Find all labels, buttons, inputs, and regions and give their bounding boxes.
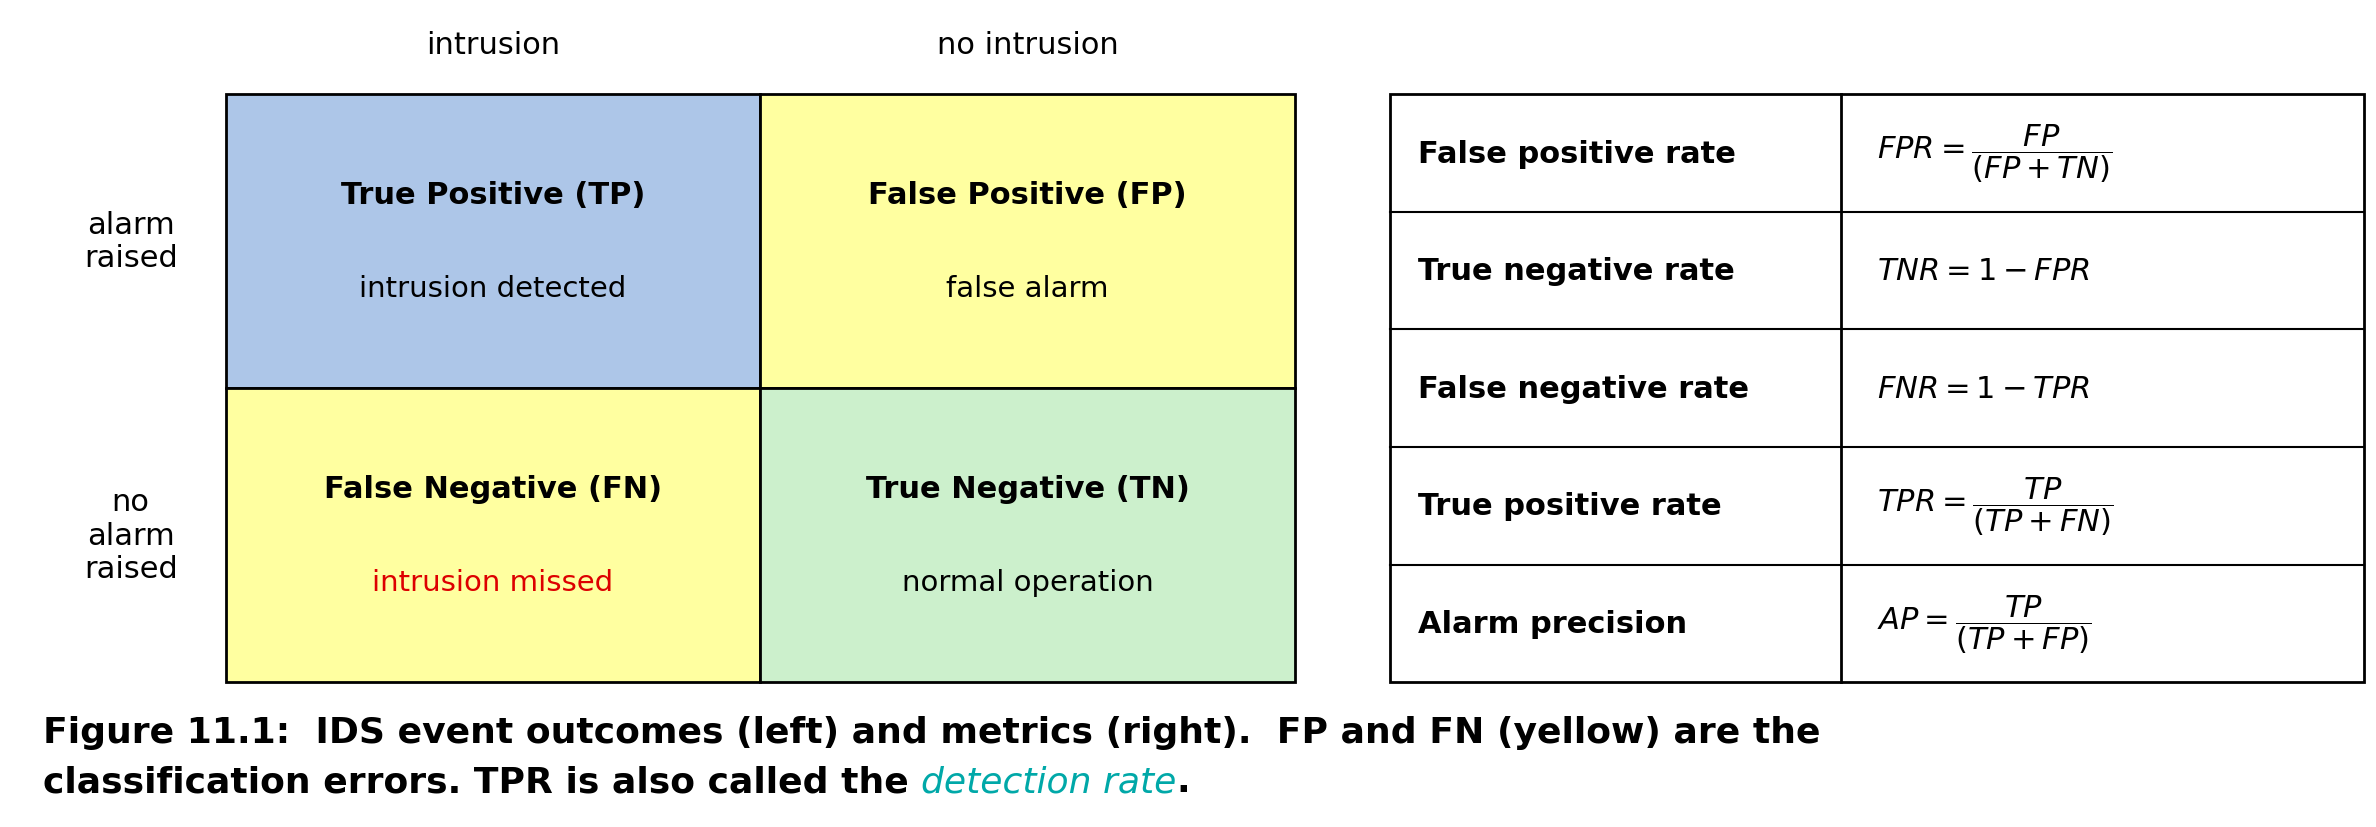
Text: classification errors. TPR is also called the: classification errors. TPR is also calle…: [43, 764, 922, 799]
Text: Alarm precision: Alarm precision: [1418, 609, 1687, 638]
Text: False positive rate: False positive rate: [1418, 139, 1737, 169]
Text: False Positive (FP): False Positive (FP): [867, 180, 1188, 209]
Text: detection rate: detection rate: [922, 764, 1176, 799]
Text: intrusion missed: intrusion missed: [373, 568, 613, 596]
FancyBboxPatch shape: [760, 95, 1295, 389]
FancyBboxPatch shape: [226, 95, 760, 389]
Text: False negative rate: False negative rate: [1418, 374, 1749, 404]
FancyBboxPatch shape: [226, 389, 760, 682]
Text: $\mathit{AP} = \dfrac{TP}{(TP+FP)}$: $\mathit{AP} = \dfrac{TP}{(TP+FP)}$: [1877, 592, 2091, 655]
Text: no intrusion: no intrusion: [936, 31, 1119, 60]
Text: $\mathit{FNR} = 1 - \mathit{TPR}$: $\mathit{FNR} = 1 - \mathit{TPR}$: [1877, 374, 2091, 404]
FancyBboxPatch shape: [1390, 95, 2364, 682]
Text: Figure 11.1:  IDS event outcomes (left) and metrics (right).  FP and FN (yellow): Figure 11.1: IDS event outcomes (left) a…: [43, 715, 1820, 749]
Text: True negative rate: True negative rate: [1418, 256, 1734, 286]
FancyBboxPatch shape: [760, 389, 1295, 682]
Text: no
alarm
raised: no alarm raised: [83, 487, 178, 584]
Text: false alarm: false alarm: [946, 275, 1110, 303]
Text: $\mathit{TNR} = 1 - \mathit{FPR}$: $\mathit{TNR} = 1 - \mathit{FPR}$: [1877, 256, 2091, 286]
Text: $\mathit{FPR} = \dfrac{FP}{(FP+TN)}$: $\mathit{FPR} = \dfrac{FP}{(FP+TN)}$: [1877, 122, 2112, 185]
Text: True Negative (TN): True Negative (TN): [865, 474, 1190, 503]
Text: $\mathit{TPR} = \dfrac{TP}{(TP+FN)}$: $\mathit{TPR} = \dfrac{TP}{(TP+FN)}$: [1877, 475, 2112, 538]
Text: True positive rate: True positive rate: [1418, 491, 1723, 521]
Text: intrusion detected: intrusion detected: [359, 275, 627, 303]
Text: .: .: [1176, 764, 1190, 799]
Text: intrusion: intrusion: [425, 31, 561, 60]
Text: False Negative (FN): False Negative (FN): [323, 474, 663, 503]
Text: True Positive (TP): True Positive (TP): [340, 180, 646, 209]
Text: alarm
raised: alarm raised: [83, 211, 178, 273]
Text: normal operation: normal operation: [903, 568, 1152, 596]
